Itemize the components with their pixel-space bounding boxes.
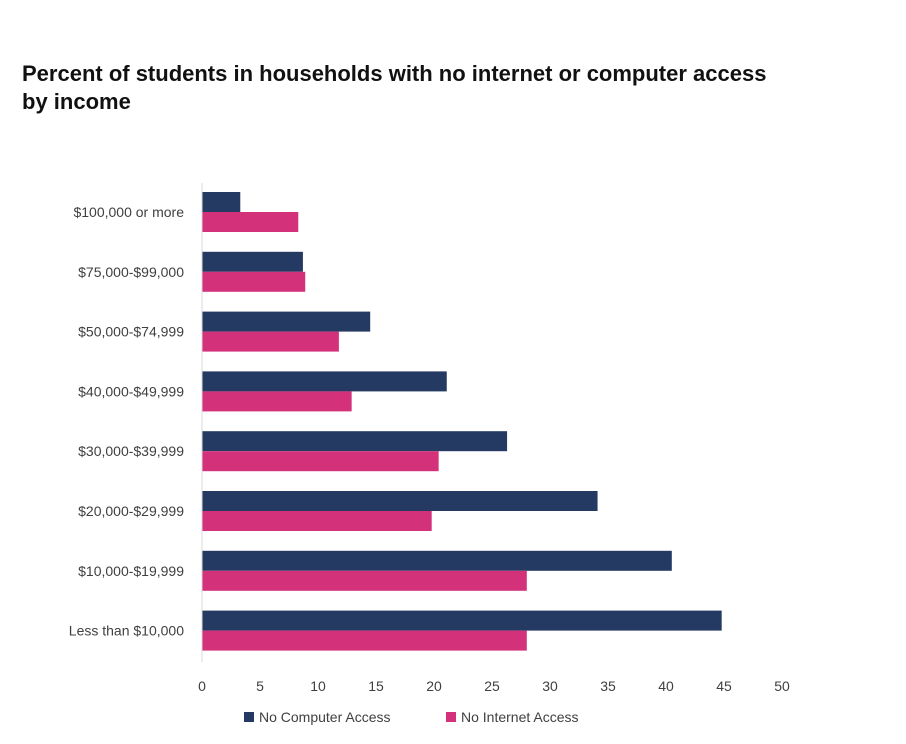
x-tick-label: 10: [310, 678, 326, 694]
legend-swatch: [446, 712, 456, 722]
chart-title-line-2: by income: [22, 89, 131, 114]
bar: [202, 391, 352, 412]
x-tick-label: 35: [600, 678, 616, 694]
category-label: $100,000 or more: [73, 204, 184, 220]
bar: [202, 491, 598, 511]
bar: [202, 311, 371, 332]
category-label: $75,000-$99,000: [78, 264, 184, 280]
bar: [202, 212, 299, 232]
bar: [202, 271, 306, 292]
bar: [202, 192, 241, 212]
x-tick-label: 40: [658, 678, 674, 694]
bar: [202, 451, 439, 472]
bar: [202, 371, 447, 392]
category-label: Less than $10,000: [69, 623, 184, 639]
category-label: $50,000-$74,999: [78, 324, 184, 340]
x-tick-label: 30: [542, 678, 558, 694]
x-tick-label: 25: [484, 678, 500, 694]
category-label: $20,000-$29,999: [78, 503, 184, 519]
legend-label: No Computer Access: [259, 709, 391, 725]
bar: [202, 550, 672, 571]
legend-swatch: [244, 712, 254, 722]
bar: [202, 431, 508, 452]
x-tick-label: 45: [716, 678, 732, 694]
legend-label: No Internet Access: [461, 709, 579, 725]
bar: [202, 331, 339, 352]
x-tick-label: 20: [426, 678, 442, 694]
bar: [202, 610, 722, 631]
category-label: $30,000-$39,999: [78, 443, 184, 459]
x-tick-label: 0: [198, 678, 206, 694]
x-tick-label: 5: [256, 678, 264, 694]
chart-title: Percent of students in households with n…: [22, 60, 862, 116]
bar: [202, 511, 432, 531]
bar: [202, 251, 303, 272]
bar: [202, 630, 527, 651]
bar: [202, 570, 527, 591]
category-label: $40,000-$49,999: [78, 383, 184, 399]
x-tick-label: 50: [774, 678, 790, 694]
chart-title-line-1: Percent of students in households with n…: [22, 61, 767, 86]
x-tick-label: 15: [368, 678, 384, 694]
category-label: $10,000-$19,999: [78, 563, 184, 579]
